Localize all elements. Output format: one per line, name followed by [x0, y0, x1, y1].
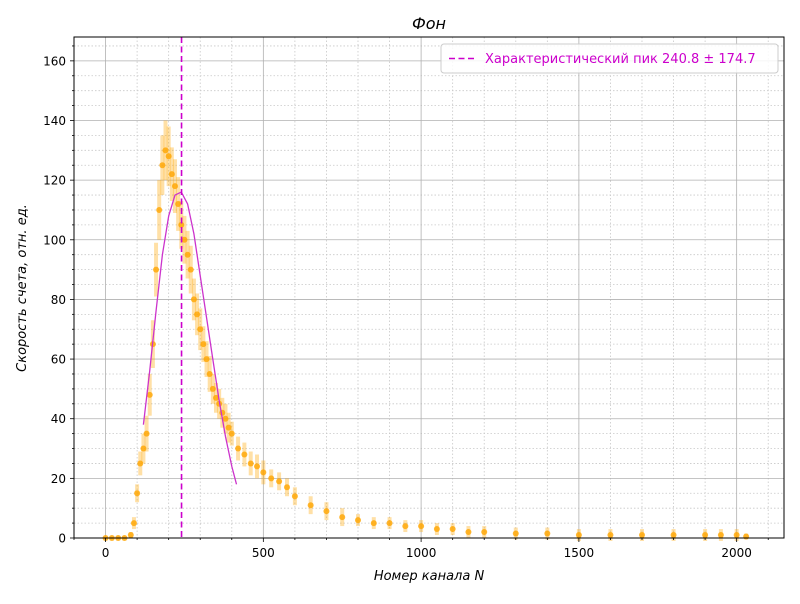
data-point — [209, 385, 216, 392]
data-point — [156, 206, 163, 213]
data-point — [178, 221, 185, 228]
y-tick-label: 40 — [51, 412, 66, 426]
data-point — [143, 430, 150, 437]
plot-frame — [73, 36, 785, 539]
y-tick-label: 20 — [51, 472, 66, 486]
data-point — [307, 502, 314, 509]
data-point — [276, 478, 283, 485]
y-tick-label: 160 — [43, 54, 66, 68]
data-point — [165, 153, 172, 160]
data-point — [512, 530, 519, 537]
y-tick-label: 120 — [43, 174, 66, 188]
data-point — [187, 266, 194, 273]
data-point — [465, 529, 472, 536]
data-point — [268, 475, 275, 482]
data-point — [153, 266, 160, 273]
x-tick-label: 2000 — [721, 546, 752, 560]
data-point — [717, 532, 724, 539]
data-point — [130, 520, 137, 527]
data-point — [670, 532, 677, 539]
data-point — [222, 415, 229, 422]
data-point — [225, 424, 232, 431]
data-point — [228, 430, 235, 437]
y-tick-label: 0 — [58, 532, 66, 546]
y-axis-title: Скорость счета, отн. ед. — [15, 204, 30, 372]
data-point — [203, 356, 210, 363]
x-tick-label: 1000 — [406, 546, 437, 560]
data-point — [197, 326, 204, 333]
data-point — [168, 171, 175, 178]
legend-box — [440, 43, 779, 74]
data-point — [159, 162, 166, 169]
x-axis: 0 500 1000 1500 2000 — [73, 538, 769, 560]
plot-area — [73, 36, 785, 541]
fit-curve — [142, 191, 238, 485]
data-point — [146, 391, 153, 398]
x-axis-title: Номер канала N — [374, 569, 485, 584]
data-point — [291, 493, 298, 500]
data-point — [134, 490, 141, 497]
data-point — [254, 463, 261, 470]
data-point — [418, 523, 425, 530]
minor-grid — [73, 37, 784, 538]
data-point — [190, 296, 197, 303]
data-point — [260, 469, 267, 476]
data-point — [449, 526, 456, 533]
data-point — [402, 523, 409, 530]
data-point — [481, 529, 488, 536]
legend: Характеристический пик 240.8 ± 174.7 — [440, 43, 779, 74]
data-point — [235, 445, 242, 452]
legend-label: Характеристический пик 240.8 ± 174.7 — [485, 52, 756, 67]
y-tick-label: 100 — [43, 233, 66, 247]
x-tick-label: 0 — [102, 546, 110, 560]
data-point — [171, 183, 178, 190]
data-point — [639, 532, 645, 539]
data-point — [247, 460, 254, 467]
data-point — [175, 201, 182, 207]
data-point — [743, 533, 750, 540]
data-point — [370, 520, 377, 527]
chart-title: Фон — [412, 14, 446, 33]
data-point — [607, 532, 614, 539]
data-point — [323, 508, 330, 515]
data-point — [140, 445, 147, 452]
data-point — [206, 370, 213, 377]
data-point — [194, 311, 201, 318]
data-points — [102, 120, 750, 541]
data-point — [386, 520, 393, 527]
data-point — [284, 484, 290, 491]
y-axis: 0 20 40 60 80 100 120 140 160 — [43, 45, 74, 546]
y-tick-label: 60 — [51, 353, 66, 367]
data-point — [181, 236, 188, 243]
data-point — [355, 517, 361, 524]
data-point — [184, 251, 191, 258]
data-point — [702, 532, 709, 539]
y-tick-label: 140 — [43, 114, 66, 128]
data-point — [213, 394, 219, 401]
data-point — [339, 514, 346, 521]
data-point — [241, 451, 248, 458]
data-point — [544, 530, 551, 537]
data-point — [162, 147, 169, 154]
data-point — [575, 532, 582, 539]
x-tick-label: 1500 — [564, 546, 595, 560]
data-point — [733, 532, 740, 539]
x-tick-label: 500 — [252, 546, 275, 560]
y-tick-label: 80 — [51, 293, 66, 307]
data-point — [433, 526, 440, 533]
data-point — [200, 341, 207, 348]
data-point — [137, 460, 144, 467]
data-point — [127, 532, 134, 539]
